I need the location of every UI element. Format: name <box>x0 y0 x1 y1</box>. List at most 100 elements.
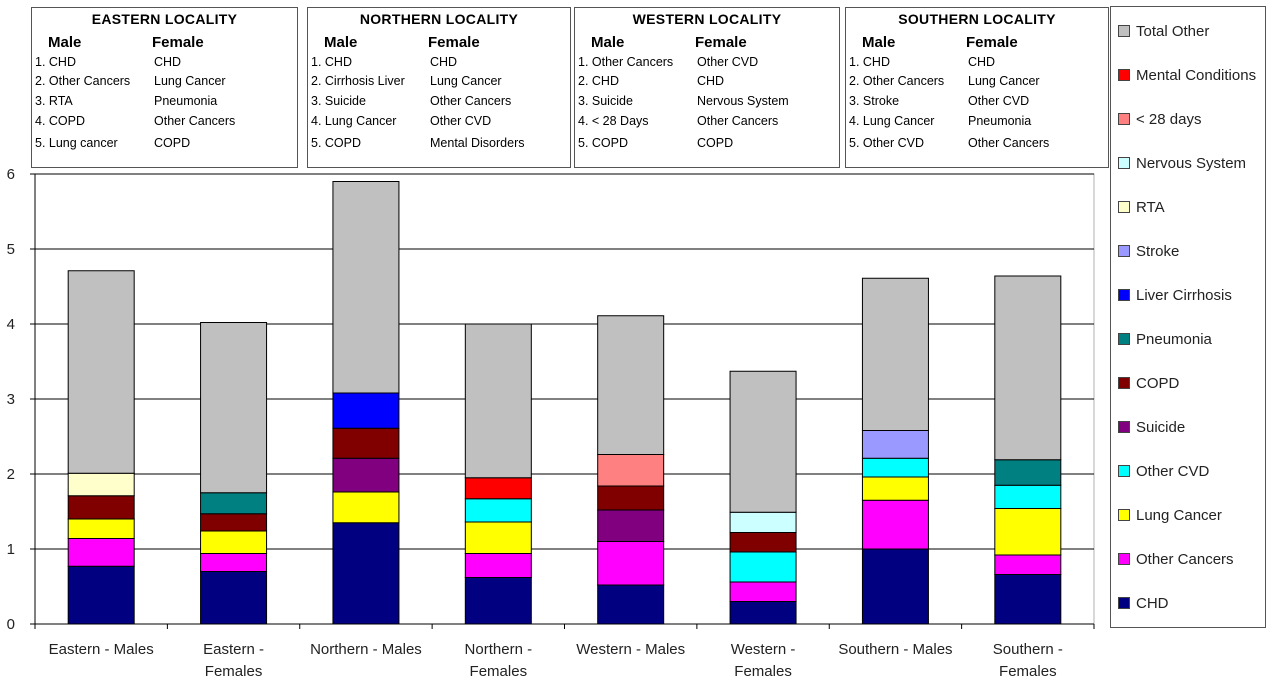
legend-label: Stroke <box>1136 242 1180 260</box>
female-cause-rank-2: CHD <box>697 74 725 88</box>
female-cause-rank-3: Other CVD <box>968 94 1030 108</box>
female-cause-rank-4: Pneumonia <box>968 114 1032 128</box>
y-tick-label: 4 <box>7 316 15 333</box>
legend-label: Suicide <box>1136 418 1186 436</box>
female-column-header: Female <box>966 34 1018 51</box>
male-cause-rank-3: 3. Stroke <box>849 94 900 108</box>
legend-swatch <box>1118 421 1130 433</box>
legend-swatch <box>1118 377 1130 389</box>
bar-segment-suicide <box>597 509 665 542</box>
male-column-header: Male <box>862 34 896 51</box>
male-cause-rank-1: 1. CHD <box>311 55 352 69</box>
legend-label: CHD <box>1136 594 1169 612</box>
female-cause-rank-1: CHD <box>154 55 182 69</box>
female-cause-rank-4: Other Cancers <box>154 114 236 128</box>
legend-item: Other Cancers <box>1118 550 1234 568</box>
bar-segment-lung-cancer <box>994 508 1062 556</box>
female-cause-rank-4: Other Cancers <box>697 114 779 128</box>
bar-segment-pneumonia <box>994 459 1062 486</box>
male-cause-rank-5: 5. COPD <box>578 136 629 150</box>
bar-segment-total-other <box>200 322 268 494</box>
legend-label: COPD <box>1136 374 1180 392</box>
legend-label: Mental Conditions <box>1136 66 1257 84</box>
bar-segment-total-other <box>597 315 665 455</box>
bar-segment-other-cvd <box>861 457 929 478</box>
male-cause-rank-2: 2. Other Cancers <box>35 74 131 88</box>
legend-swatch <box>1118 157 1130 169</box>
bar-segment-stroke <box>861 430 929 459</box>
legend-label: Lung Cancer <box>1136 506 1222 524</box>
bar-segment-other-cvd <box>729 551 797 583</box>
bar-segment-chd <box>464 577 532 625</box>
legend-swatch <box>1118 289 1130 301</box>
bar-segment-copd <box>200 513 268 532</box>
locality-box-western: WESTERN LOCALITY Male Female 1. Other Cance… <box>574 7 840 168</box>
legend-item: Lung Cancer <box>1118 506 1222 524</box>
male-cause-rank-4: 4. COPD <box>35 114 86 128</box>
bar-segment-lung-cancer <box>67 518 135 539</box>
male-cause-rank-5: 5. COPD <box>311 136 362 150</box>
bar-segment-lung-cancer <box>332 491 400 524</box>
legend-label: Pneumonia <box>1136 330 1212 348</box>
legend-swatch <box>1118 333 1130 345</box>
legend-item: Mental Conditions <box>1118 66 1256 84</box>
male-column-header: Male <box>48 34 82 51</box>
male-cause-rank-1: 1. CHD <box>35 55 76 69</box>
bar-segment-other-cvd <box>464 498 532 523</box>
locality-title: SOUTHERN LOCALITY <box>898 11 1056 27</box>
x-category-label: Southern - Males <box>838 641 952 658</box>
bar-segment-chd <box>200 571 268 625</box>
legend-label: Nervous System <box>1136 154 1247 172</box>
female-cause-rank-3: Nervous System <box>697 94 789 108</box>
bar-segment-other-cancers <box>597 541 665 586</box>
legend-swatch <box>1118 113 1130 125</box>
male-column-header: Male <box>591 34 625 51</box>
y-tick-label: 0 <box>7 616 15 633</box>
male-cause-rank-3: 3. RTA <box>35 94 73 108</box>
bar-segment-chd <box>597 584 665 625</box>
bar-segment-total-other <box>464 323 532 479</box>
bar-segment-28-days <box>597 454 665 487</box>
legend-swatch <box>1118 245 1130 257</box>
female-cause-rank-1: CHD <box>430 55 458 69</box>
male-cause-rank-2: 2. Other Cancers <box>849 74 945 88</box>
bar-segment-liver-cirrhosis <box>332 392 400 429</box>
bar-segment-copd <box>332 427 400 459</box>
bar-segment-chd <box>861 548 929 625</box>
y-tick-label: 6 <box>7 166 15 183</box>
x-category-label: Western - Males <box>576 641 685 658</box>
bar-segment-total-other <box>67 270 135 474</box>
bar-segment-other-cvd <box>994 484 1062 509</box>
bar-segment-lung-cancer <box>200 530 268 554</box>
female-cause-rank-3: Other Cancers <box>430 94 512 108</box>
male-column-header: Male <box>324 34 358 51</box>
legend-swatch <box>1118 597 1130 609</box>
female-cause-rank-5: Other Cancers <box>968 136 1050 150</box>
female-column-header: Female <box>152 34 204 51</box>
bar-segment-total-other <box>332 181 400 394</box>
bar-segment-suicide <box>332 457 400 493</box>
legend-swatch <box>1118 553 1130 565</box>
legend-label: Other CVD <box>1136 462 1210 480</box>
x-category-label: Southern -Females <box>993 641 1063 680</box>
bar-segment-rta <box>67 472 135 497</box>
locality-title: EASTERN LOCALITY <box>91 11 238 27</box>
legend-label: Other Cancers <box>1136 550 1234 568</box>
locality-box-southern: SOUTHERN LOCALITY Male Female 1. CHD CHD 2. O… <box>845 7 1109 168</box>
legend-item: Stroke <box>1118 242 1179 260</box>
legend-item: Other CVD <box>1118 462 1209 480</box>
female-cause-rank-2: Lung Cancer <box>430 74 502 88</box>
x-category-label: Northern -Females <box>465 641 533 680</box>
y-tick-label: 5 <box>7 241 15 258</box>
male-cause-rank-4: 4. Lung Cancer <box>849 114 935 128</box>
y-tick-label: 2 <box>7 466 15 483</box>
male-cause-rank-5: 5. Other CVD <box>849 136 925 150</box>
female-cause-rank-2: Lung Cancer <box>968 74 1040 88</box>
locality-title: WESTERN LOCALITY <box>632 11 782 27</box>
female-cause-rank-5: Mental Disorders <box>430 136 525 150</box>
male-cause-rank-4: 4. Lung Cancer <box>311 114 397 128</box>
male-cause-rank-1: 1. CHD <box>849 55 890 69</box>
legend-item: Suicide <box>1118 418 1185 436</box>
female-cause-rank-5: COPD <box>154 136 191 150</box>
